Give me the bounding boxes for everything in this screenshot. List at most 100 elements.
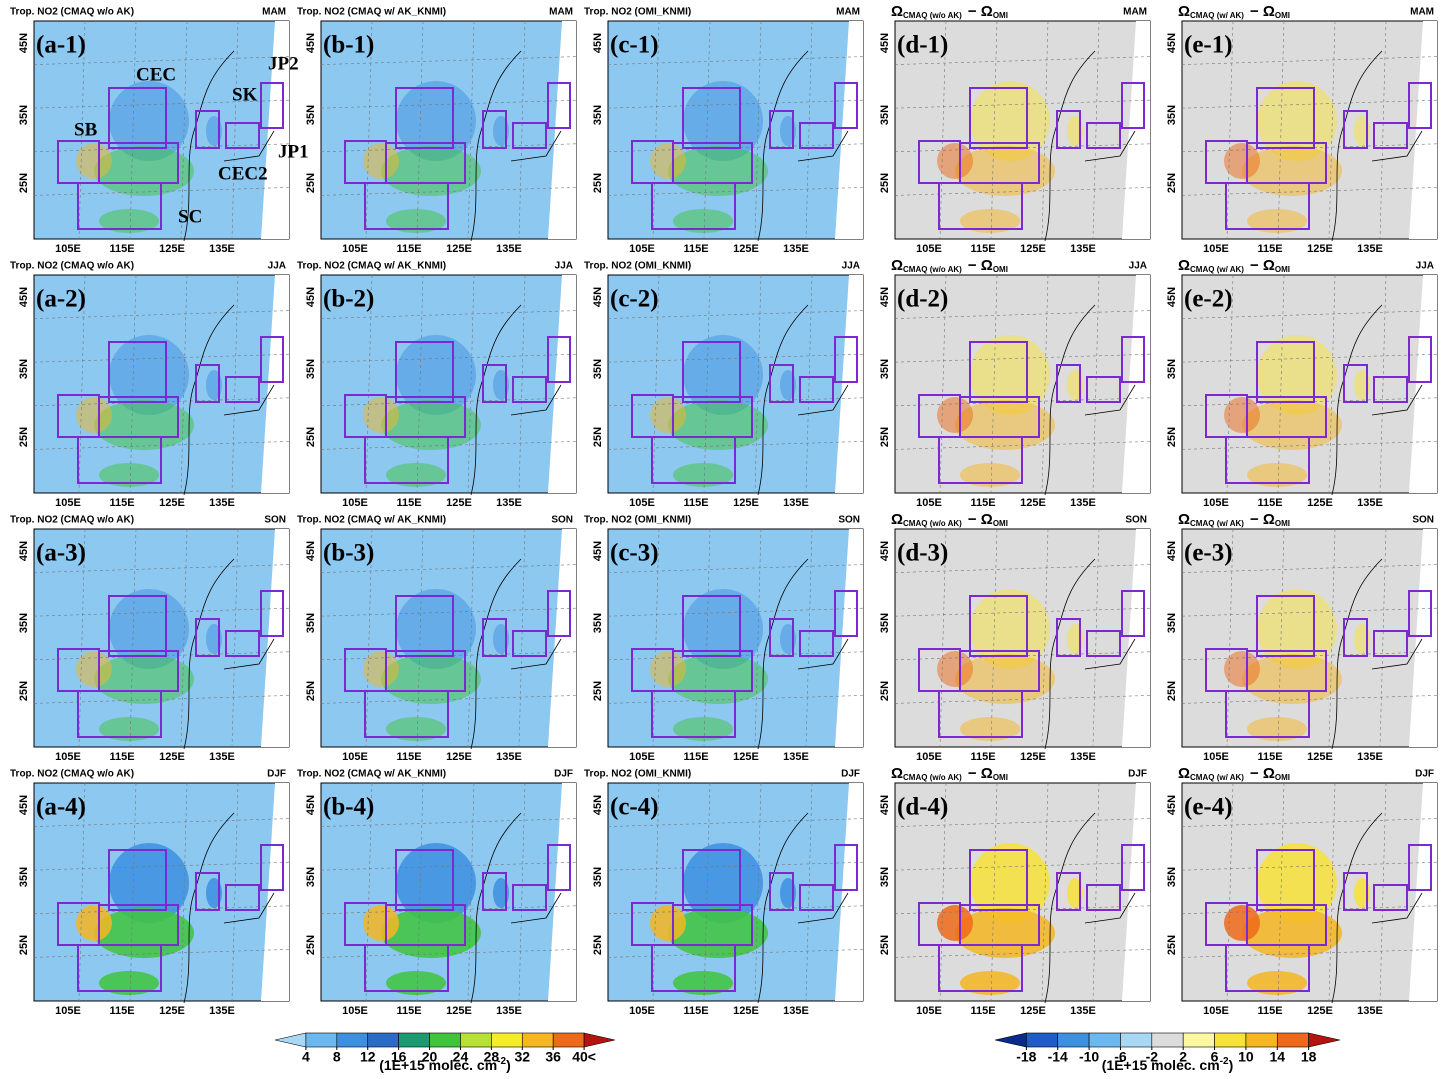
lon-label: 125E [1307,243,1333,255]
lon-label: 135E [1070,243,1096,255]
lon-label: 115E [109,497,134,509]
lon-label: 135E [1070,1005,1096,1017]
map-panel: Trop. NO2 (OMI_KNMI)SON(c-3)105E115E125E… [584,515,863,763]
lat-label: 25N [305,173,317,193]
lon-label: 105E [55,751,81,763]
lat-label: 45N [879,287,891,307]
colorbar-tick-label: -18 [1016,1049,1036,1065]
title-part: − Ω [1250,511,1275,528]
season: DJF [1415,769,1434,780]
lon-label: 125E [1020,751,1046,763]
lon-label: 135E [1070,497,1096,509]
unit-part: ) [1229,1057,1234,1073]
map-panel: Trop. NO2 (CMAQ w/o AK)DJF(a-4)105E115E1… [10,769,289,1017]
colorbar-tick-label: 32 [514,1049,530,1065]
season: MAM [1123,7,1147,18]
lat-label: 45N [18,33,30,53]
panel-label: (e-1) [1184,32,1233,59]
title-part: OMI [1275,265,1290,274]
map-panel: Trop. NO2 (CMAQ w/o AK)JJA(a-2)105E115E1… [10,261,289,509]
season: JJA [555,261,573,272]
lat-label: 25N [1166,935,1178,955]
colorbar-end [995,1033,1026,1047]
figure: Trop. NO2 (CMAQ w/o AK)MAM(a-1)105E115E1… [0,0,1454,1079]
lat-label: 45N [305,795,317,815]
colorbar-segment [1058,1033,1089,1047]
panel-title: ΩCMAQ (w/ AK)− ΩOMI [1178,511,1290,528]
colorbar-tick-label: -10 [1079,1049,1099,1065]
title-part: Ω [891,765,903,782]
map-panel: Trop. NO2 (CMAQ w/ AK_KNMI)MAM(b-1)105E1… [297,7,576,255]
lat-label: 45N [18,795,30,815]
lon-label: 135E [496,751,522,763]
title-part: CMAQ (w/o AK) [903,11,962,20]
map-panel: ΩCMAQ (w/ AK)− ΩOMIMAM(e-1)105E115E125E1… [1166,3,1437,255]
lon-label: 105E [629,1005,655,1017]
season: JJA [842,261,860,272]
panel-title: Trop. NO2 (OMI_KNMI) [584,261,691,272]
lat-label: 25N [305,935,317,955]
lat-label: 25N [592,935,604,955]
colorbar-tick-label: 10 [1238,1049,1254,1065]
title-part: CMAQ (w/o AK) [903,265,962,274]
title-part: Ω [891,511,903,528]
lat-label: 25N [18,427,30,447]
lon-label: 125E [159,751,185,763]
lon-label: 135E [209,751,235,763]
title-part: OMI [993,265,1008,274]
lat-label: 25N [879,935,891,955]
lon-label: 125E [1307,497,1333,509]
panel-label: (a-4) [36,794,86,821]
title-part: − Ω [1250,257,1275,274]
title-part: CMAQ (w/ AK) [1190,11,1244,20]
lat-label: 35N [18,613,30,633]
lon-label: 125E [733,497,759,509]
panel-label: (e-3) [1184,540,1233,567]
lat-label: 25N [305,681,317,701]
colorbar-end [584,1033,615,1047]
map-panel: Trop. NO2 (OMI_KNMI)DJF(c-4)105E115E125E… [584,769,863,1017]
lat-label: 35N [879,105,891,125]
season: MAM [1410,7,1434,18]
lat-label: 25N [879,173,891,193]
season: JJA [268,261,286,272]
panel-label: (c-2) [610,286,659,313]
panel-label: (e-4) [1184,794,1233,821]
panel-title: ΩCMAQ (w/ AK)− ΩOMI [1178,765,1290,782]
lon-label: 105E [342,1005,368,1017]
title-part: − Ω [968,3,993,20]
panel-title: Trop. NO2 (CMAQ w/o AK) [10,261,134,272]
panel-title: Trop. NO2 (OMI_KNMI) [584,769,691,780]
region-label: JP1 [278,141,309,162]
lat-label: 45N [1166,33,1178,53]
colorbar-segment [1277,1033,1308,1047]
title-part: Ω [891,257,903,274]
lon-label: 125E [446,751,472,763]
colorbar-end [1309,1033,1340,1047]
lat-label: 35N [879,867,891,887]
season: DJF [841,769,860,780]
unit-part: (1E+15 molec. cm [1102,1057,1220,1073]
season: MAM [549,7,573,18]
lon-label: 105E [55,1005,81,1017]
season: SON [1412,515,1434,526]
lat-label: 35N [592,105,604,125]
panel-label: (d-3) [897,540,948,567]
lon-label: 125E [1307,751,1333,763]
lon-label: 125E [446,497,472,509]
title-part: CMAQ (w/ AK) [1190,265,1244,274]
season: SON [551,515,573,526]
panel-label: (d-1) [897,32,948,59]
map-panel: Trop. NO2 (CMAQ w/ AK_KNMI)DJF(b-4)105E1… [297,769,576,1017]
map-panel: ΩCMAQ (w/o AK)− ΩOMIMAM(d-1)105E115E125E… [879,3,1150,255]
lat-label: 25N [1166,173,1178,193]
lon-label: 115E [970,751,995,763]
lat-label: 25N [305,427,317,447]
title-part: − Ω [968,765,993,782]
lon-label: 105E [1203,243,1229,255]
lat-label: 35N [1166,105,1178,125]
colorbar-segment [553,1033,584,1047]
season: MAM [836,7,860,18]
map-panel: ΩCMAQ (w/o AK)− ΩOMIJJA(d-2)105E115E125E… [879,257,1150,509]
lon-label: 105E [916,751,942,763]
